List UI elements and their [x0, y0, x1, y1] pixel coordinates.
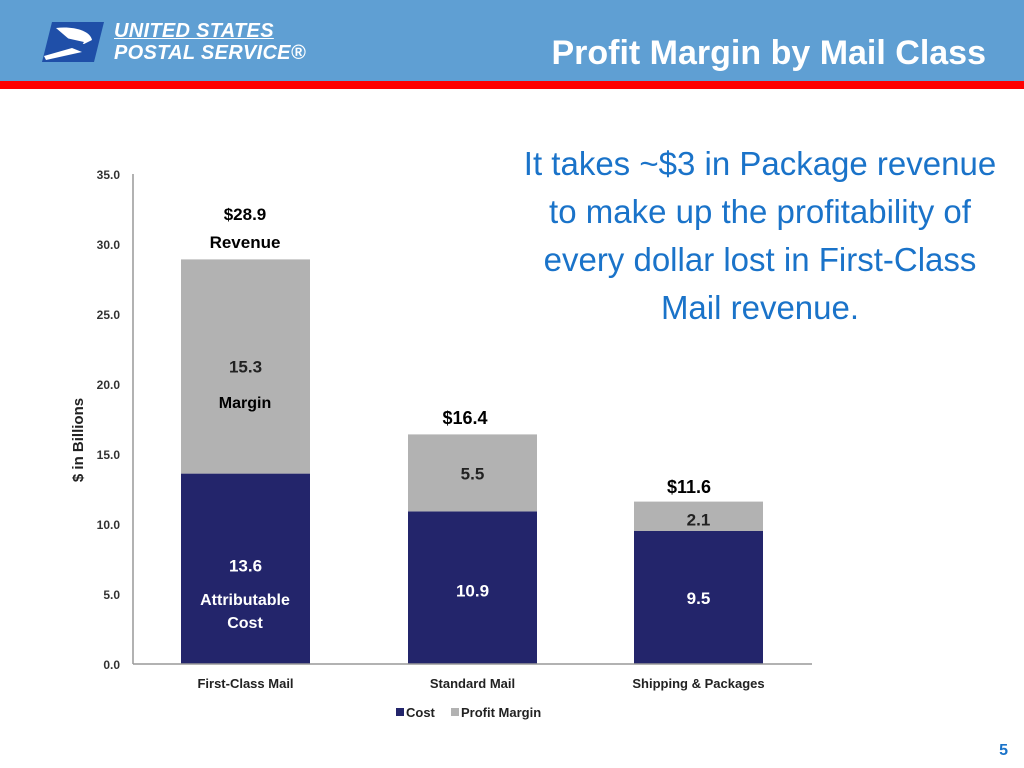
- annotation-cost-line2: Cost: [227, 615, 263, 632]
- page-number: 5: [999, 742, 1008, 759]
- bar-profit-margin: [634, 501, 763, 531]
- annotation-revenue: Revenue: [210, 233, 281, 252]
- data-label: 15.3: [229, 357, 262, 376]
- y-tick-label: 0.0: [103, 658, 120, 672]
- callout-text: It takes ~$3 in Package revenue to make …: [523, 145, 997, 326]
- bar-cost: [181, 473, 310, 664]
- y-tick-label: 15.0: [97, 448, 121, 462]
- eagle-icon: [42, 22, 104, 62]
- bar-cost: [408, 511, 537, 664]
- bar-profit-margin: [408, 434, 537, 512]
- y-tick-label: 30.0: [97, 238, 121, 252]
- y-tick-label: 5.0: [103, 588, 120, 602]
- logo-line1: UNITED STATES: [114, 20, 274, 42]
- page-title: Profit Margin by Mail Class: [551, 34, 986, 72]
- annotation-total-shipping: $11.6: [667, 477, 711, 497]
- header-bar: [0, 0, 1024, 81]
- x-tick-label: Standard Mail: [430, 676, 515, 691]
- data-label: 2.1: [687, 511, 711, 530]
- logo-line2: POSTAL SERVICE®: [114, 42, 306, 64]
- data-label: 13.6: [229, 557, 262, 576]
- legend-swatch-margin: [451, 708, 459, 716]
- legend-label-cost: Cost: [406, 705, 436, 720]
- annotation-total-standard: $16.4: [442, 408, 487, 428]
- y-tick-label: 10.0: [97, 518, 121, 532]
- legend-swatch-cost: [396, 708, 404, 716]
- bar-cost: [634, 531, 763, 664]
- bar-profit-margin: [181, 259, 310, 474]
- legend-label-margin: Profit Margin: [461, 705, 541, 720]
- y-tick-label: 25.0: [97, 308, 121, 322]
- data-label: 5.5: [461, 464, 485, 483]
- legend: Cost Profit Margin: [396, 705, 541, 720]
- annotation-total-fcm: $28.9: [224, 205, 267, 224]
- annotation-cost-line1: Attributable: [200, 592, 290, 609]
- data-label: 9.5: [687, 589, 711, 608]
- y-axis-label: $ in Billions: [70, 398, 87, 482]
- annotation-margin: Margin: [219, 395, 271, 412]
- data-label: 10.9: [456, 581, 489, 600]
- header-accent-bar: [0, 81, 1024, 89]
- x-tick-label: Shipping & Packages: [632, 676, 764, 691]
- x-tick-label: First-Class Mail: [197, 676, 293, 691]
- y-tick-label: 20.0: [97, 378, 121, 392]
- y-tick-label: 35.0: [97, 168, 121, 182]
